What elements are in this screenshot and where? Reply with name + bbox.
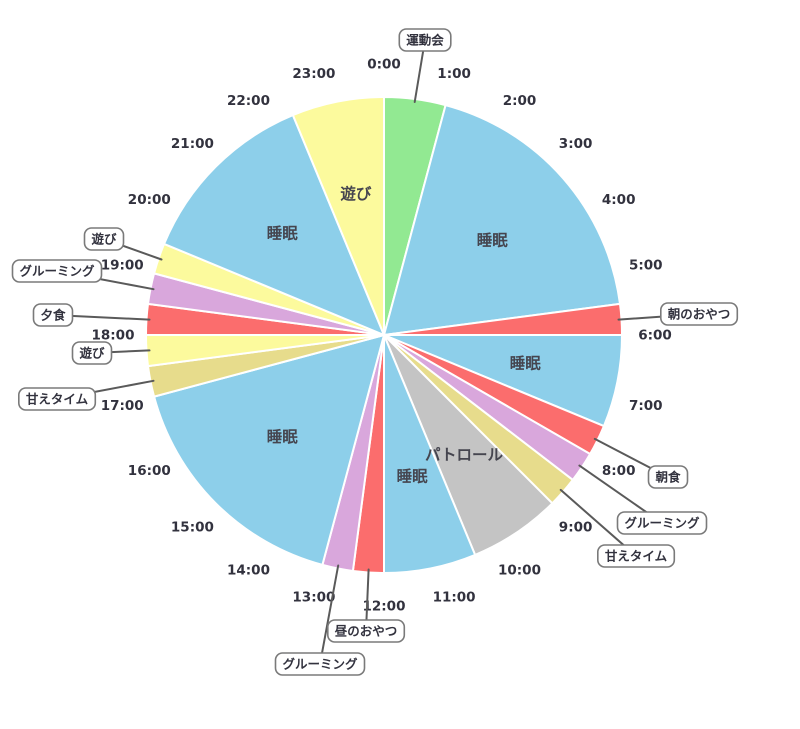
- segment-inner-label: 睡眠: [397, 467, 429, 486]
- hour-label-15: 15:00: [171, 519, 214, 535]
- hour-label-3: 3:00: [559, 136, 593, 152]
- pie-segment-sleep-11: [153, 334, 385, 566]
- segment-inner-label: 遊び: [340, 184, 372, 203]
- hour-labels: 0:00 1:00 2:00 3:00 4:00 5:00 6:00 7:00 8:00 9:00…: [92, 57, 672, 615]
- callout-box: [17, 387, 97, 411]
- callout-label: 朝食: [655, 469, 681, 484]
- hour-label-12: 12:00: [363, 599, 406, 615]
- segment-inner-label: 睡眠: [267, 427, 299, 446]
- callout-label: 甘えタイム: [26, 391, 89, 406]
- callout-label: グルーミング: [19, 263, 95, 278]
- callout-label: 朝のおやつ: [668, 306, 731, 321]
- hour-label-20: 20:00: [128, 192, 171, 208]
- hour-label-23: 23:00: [292, 66, 335, 82]
- pie-segment-sleep-1: [383, 104, 621, 336]
- hour-label-18: 18:00: [92, 328, 135, 344]
- pie-wedges: [144, 95, 624, 575]
- callout-box: [326, 619, 406, 643]
- hour-label-8: 8:00: [602, 463, 636, 479]
- callout-box: [71, 341, 113, 365]
- hour-label-0: 0:00: [367, 57, 401, 73]
- callout-connector: [319, 564, 340, 665]
- callout-label: 昼のおやつ: [334, 623, 398, 638]
- pie-segment-sleep-17: [163, 114, 385, 336]
- callout-label: 遊び: [79, 345, 105, 360]
- hour-label-6: 6:00: [638, 328, 672, 344]
- segment-inner-label: 睡眠: [477, 231, 509, 250]
- callout-label: 運動会: [406, 32, 444, 47]
- hour-label-13: 13:00: [292, 590, 335, 606]
- callout-boxes: 運動会朝のおやつ朝食グルーミング甘えタイム昼のおやつグルーミング甘えタイム遊び夕…: [11, 28, 739, 676]
- callout-box: [11, 259, 103, 283]
- segment-inner-label: 睡眠: [510, 354, 542, 373]
- hour-label-5: 5:00: [629, 258, 663, 274]
- segment-inner-label: パトロール: [425, 446, 503, 464]
- hour-label-22: 22:00: [227, 93, 270, 109]
- hour-label-10: 10:00: [498, 562, 541, 578]
- hour-label-17: 17:00: [101, 398, 144, 414]
- callout-box: [32, 303, 74, 327]
- hour-label-14: 14:00: [227, 562, 270, 578]
- hour-label-16: 16:00: [128, 463, 171, 479]
- callout-label: グルーミング: [282, 656, 358, 671]
- hour-label-1: 1:00: [437, 66, 471, 82]
- callout-box: [274, 652, 366, 676]
- callout-label: グルーミング: [624, 515, 700, 530]
- hour-label-19: 19:00: [101, 258, 144, 274]
- callout-label: 夕食: [40, 307, 66, 322]
- hour-label-11: 11:00: [433, 590, 476, 606]
- hour-label-2: 2:00: [503, 93, 537, 109]
- callout-label: 遊び: [91, 231, 117, 246]
- pie-segment-play-18: [291, 95, 385, 336]
- callout-box: [83, 227, 125, 251]
- callout-box: [398, 28, 452, 52]
- callout-box: [659, 302, 739, 326]
- hour-label-9: 9:00: [559, 519, 593, 535]
- callout-box: [616, 511, 708, 535]
- segment-inner-label: 睡眠: [267, 224, 299, 243]
- hour-label-7: 7:00: [629, 398, 663, 414]
- callout-box: [647, 465, 689, 489]
- callout-label: 甘えタイム: [605, 548, 668, 563]
- hour-label-21: 21:00: [171, 136, 214, 152]
- callout-box: [596, 544, 676, 568]
- hour-label-4: 4:00: [602, 192, 636, 208]
